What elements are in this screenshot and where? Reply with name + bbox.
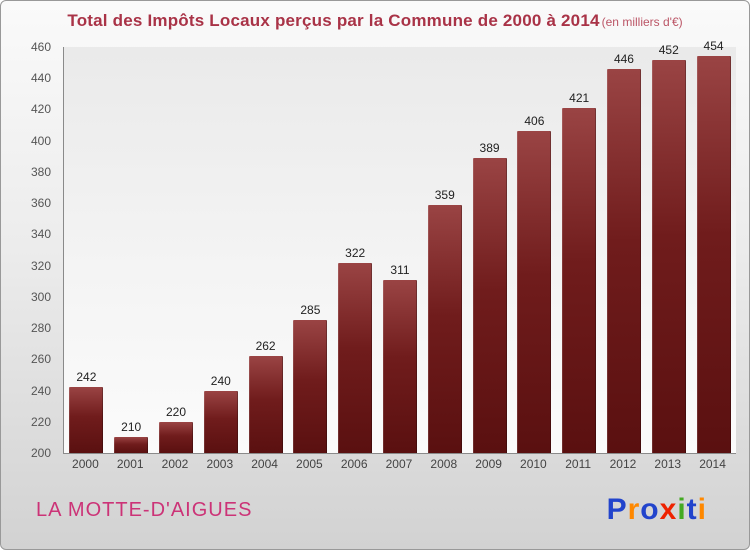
x-tick-label: 2002 [161,457,189,471]
bar-value-label: 452 [658,42,679,57]
bar-slot: 454 [691,39,736,453]
logo-letter: P [606,493,628,526]
y-tick-label: 360 [30,196,51,211]
bar-value-label: 311 [390,262,410,277]
y-tick-label: 400 [30,133,51,148]
logo-letter: i [697,493,707,526]
bar-value-label: 242 [76,370,97,385]
logo-letter: t [686,493,698,526]
x-tick-label: 2011 [565,457,592,471]
x-tick-label: 2009 [475,457,502,471]
x-tick-label: 2008 [430,457,458,471]
bar [427,204,462,453]
bar-value-label: 285 [300,303,321,318]
bar [248,356,283,453]
bar-slot: 446 [602,47,647,453]
proxiti-logo[interactable]: Proxiti [607,493,707,527]
bar [382,279,417,453]
y-tick-label: 300 [30,289,51,304]
plot-area: 242 210 220 240 262 285 322 311 359 389 406 421 446 4… [63,39,736,454]
bar-slot: 311 [378,47,423,453]
y-tick-label: 460 [30,40,51,54]
bar-slot: 240 [198,47,243,453]
bar-value-label: 240 [210,373,231,388]
bar-value-label: 389 [479,140,500,155]
bar [651,59,686,453]
chart-footer: LA MOTTE-D'AIGUES Proxiti [1,493,749,539]
y-tick-label: 220 [30,414,51,429]
y-tick-label: 340 [30,227,51,242]
x-tick-label: 2006 [340,457,368,471]
bar-slot: 406 [512,47,557,453]
bar-value-label: 421 [569,90,590,105]
y-tick-label: 320 [30,258,51,273]
y-tick-label: 280 [30,321,51,336]
bar-slot: 452 [646,43,691,453]
x-tick-label: 2007 [385,457,413,471]
bar [562,107,597,453]
y-tick-label: 420 [30,102,51,117]
x-tick-label: 2012 [609,457,637,471]
bar-slot: 389 [467,47,512,453]
y-tick-label: 240 [30,383,51,398]
bar-slot: 322 [333,47,378,453]
bar-slot: 421 [557,47,602,453]
logo-letter: i [677,493,687,526]
bar [338,262,373,453]
bar [114,437,149,453]
bar-value-label: 322 [345,245,366,260]
bar-slot: 262 [243,47,288,453]
x-tick-label: 2000 [72,457,99,471]
logo-letter: o [640,493,660,526]
bar [203,390,238,453]
bar-value-label: 446 [613,51,634,66]
bar-slot: 220 [154,47,199,453]
bar [606,68,641,453]
y-tick-label: 260 [30,352,51,367]
bar-value-label: 406 [524,114,545,129]
logo-letter: x [659,493,678,526]
bar [696,56,731,453]
y-tick-label: 200 [30,446,51,460]
bar [69,387,104,453]
chart-header: Total des Impôts Locaux perçus par la Co… [1,11,749,31]
chart-title: Total des Impôts Locaux perçus par la Co… [67,11,600,30]
bar-value-label: 359 [434,187,455,202]
bar [517,131,552,453]
x-tick-label: 2001 [116,457,144,471]
bar-value-label: 454 [703,39,724,54]
bar [472,157,507,453]
bar-slot: 285 [288,47,333,453]
bar-slot: 242 [64,47,109,453]
bar-value-label: 220 [165,404,186,419]
bar-slot: 359 [422,47,467,453]
x-tick-label: 2010 [520,457,547,471]
x-tick-label: 2014 [699,457,726,471]
logo-letter: r [627,493,641,526]
commune-name: LA MOTTE-D'AIGUES [36,499,253,521]
x-tick-label: 2005 [296,457,323,471]
x-tick-label: 2004 [251,457,278,471]
x-tick-label: 2013 [654,457,682,471]
bar-slot: 210 [109,47,154,453]
x-tick-label: 2003 [206,457,234,471]
bar-value-label: 210 [121,420,142,435]
y-tick-label: 440 [30,71,51,86]
y-tick-label: 380 [30,164,51,179]
x-axis-labels: 2000 2001 2002 2003 2004 2005 2006 2007 2008 2009… [63,457,735,471]
chart-subtitle: (en milliers d'€) [601,15,683,29]
bar [158,421,193,453]
bar [293,320,328,453]
y-axis-labels: 460 440 420 400 380 360 340 320 300 280 260 240 220 2… [1,40,57,460]
bar-value-label: 262 [255,339,276,354]
